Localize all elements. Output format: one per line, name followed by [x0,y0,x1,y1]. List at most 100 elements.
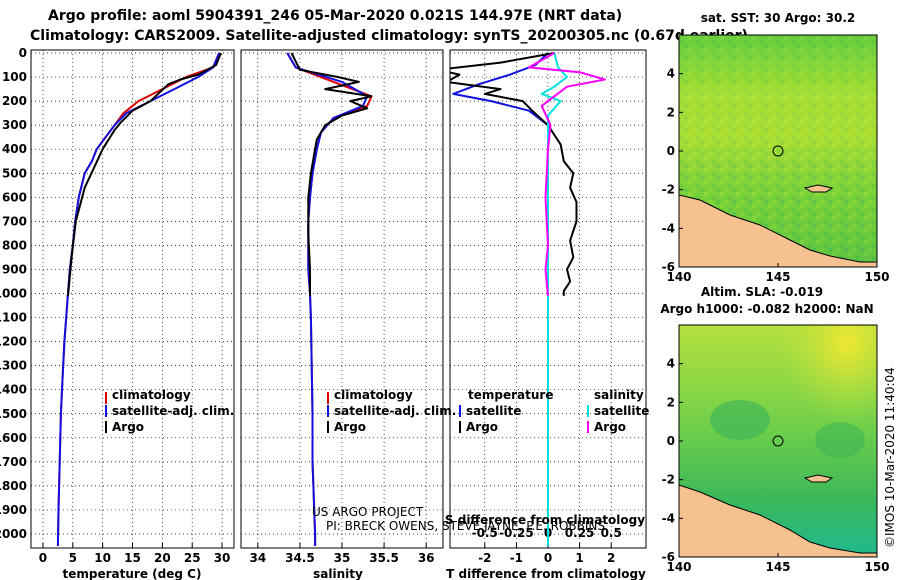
sst-map-title: sat. SST: 30 Argo: 30.2 [701,11,855,25]
y-tick-label: 1000 [0,287,27,301]
map-y-tick-label: 2 [667,395,675,409]
sla-low-2 [815,422,865,458]
temperature-xlabel: temperature (deg C) [63,567,202,580]
y-tick-label: 1800 [0,479,27,493]
legend-argo: Argo [334,420,366,434]
x-tick-label: 0 [544,551,552,565]
y-tick-label: 500 [2,166,27,180]
land-island [803,184,834,193]
legend-argo: Argo [112,420,144,434]
legend-climatology: climatology [112,388,191,402]
x-tick-label: 15 [124,551,141,565]
series-line-climatology [56,52,221,547]
y-tick-label: 200 [2,94,27,108]
y-tick-label: 1400 [0,383,27,397]
series-line-t-satellite [452,52,549,546]
x-tick-label: 0 [39,551,47,565]
argo-float-marker [772,145,784,157]
legend-temperature-title: temperature [468,388,553,402]
land-new-guinea [679,484,877,557]
x-tick-label: 5 [69,551,77,565]
map-y-tick-label: -6 [662,260,675,274]
y-tick-label: 1200 [0,335,27,349]
s-difference-title: S difference from climatology [445,513,645,527]
series-line-satellite-adj-clim- [56,52,221,547]
map-y-tick-label: 2 [667,105,675,119]
map-y-tick-label: -4 [662,511,675,525]
y-tick-label: 400 [2,142,27,156]
sla-map-ticks: 140 145 150 -6 -4 -2 0 2 4 [662,357,890,574]
map-x-tick-label: 145 [765,560,790,574]
legend-s-satellite: satellite [594,404,649,418]
imos-stamp: ©IMOS 10-Mar-2020 11:40:04 [883,367,897,548]
salinity-xlabel: salinity [313,567,363,580]
y-tick-label: 1500 [0,407,27,421]
map-y-tick-label: 4 [667,67,675,81]
sst-map-ticks: 140 145 150 -6 -4 -2 0 2 4 [662,67,890,284]
header-line-2: Climatology: CARS2009. Satellite-adjuste… [30,28,748,44]
y-tick-label: 900 [2,262,27,276]
map-x-tick-label: 150 [864,270,889,284]
difference-xlabel: T difference from climatology [446,567,646,580]
y-tick-label: 1900 [0,503,27,517]
y-tick-label: 100 [2,70,27,84]
sst-map [679,35,877,267]
temperature-legend: climatology satellite-adj. clim. Argo [105,388,234,434]
map-x-tick-label: 140 [666,560,691,574]
series-line-argo [290,52,373,296]
y-tick-label: 2000 [0,527,27,541]
x-tick-label: -1 [510,551,523,565]
difference-legend: temperature salinity satellite Argo sate… [459,388,649,434]
legend-satellite: satellite-adj. clim. [112,404,234,418]
y-tick-label: 800 [2,238,27,252]
y-tick-label: 1300 [0,359,27,373]
x-tick-label: 25 [184,551,201,565]
difference-grid [450,50,646,548]
map-y-tick-label: -2 [662,183,675,197]
x-tick-label: 36 [418,551,435,565]
sla-map-title-1: Altim. SLA: -0.019 [701,285,823,299]
land-island [803,474,834,483]
map-y-tick-label: -2 [662,473,675,487]
credit-line-1: US ARGO PROJECT [312,505,424,519]
y-tick-label: 0 [19,46,27,60]
sla-low-1 [710,400,770,440]
top-tick-label: 0.5 [601,526,622,540]
series-line-satellite-adj-clim- [286,52,369,546]
series-line-s-argo [528,52,606,296]
map-y-tick-label: 0 [667,144,675,158]
legend-salinity-title: salinity [594,388,644,402]
y-tick-label: 300 [2,118,27,132]
x-tick-label: 30 [214,551,231,565]
sla-map [679,325,877,557]
x-tick-label: 35.5 [369,551,399,565]
map-x-tick-label: 145 [765,270,790,284]
series-line-t-argo [450,52,578,296]
salinity-legend: climatology satellite-adj. clim. Argo [327,388,456,434]
legend-satellite: satellite-adj. clim. [334,404,456,418]
land-new-guinea [679,194,877,267]
x-tick-label: 34 [249,551,266,565]
y-tick-label: 1600 [0,431,27,445]
map-x-tick-label: 140 [666,270,691,284]
salinity-x-ticks: 34 34.5 35 35.5 36 [249,543,435,565]
y-tick-label: 600 [2,190,27,204]
header-line-1: Argo profile: aoml 5904391_246 05-Mar-20… [48,8,622,24]
credit-line-2: PI: BRECK OWENS, STEVE JAYNE, P.E. ROBBI… [326,519,605,533]
x-tick-label: 2 [607,551,615,565]
map-y-tick-label: 0 [667,434,675,448]
legend-climatology: climatology [334,388,413,402]
difference-lines [450,52,606,546]
top-tick-label: -0.5 [472,526,498,540]
y-tick-label: 1100 [0,311,27,325]
salinity-lines [286,52,373,546]
x-tick-label: -2 [478,551,491,565]
x-tick-label: 34.5 [285,551,315,565]
series-line-s-satellite [540,52,568,546]
temperature-lines [56,52,222,547]
x-tick-label: 35 [334,551,351,565]
top-tick-label: -0.25 [499,526,534,540]
legend-t-argo: Argo [466,420,498,434]
map-y-tick-label: -4 [662,221,675,235]
